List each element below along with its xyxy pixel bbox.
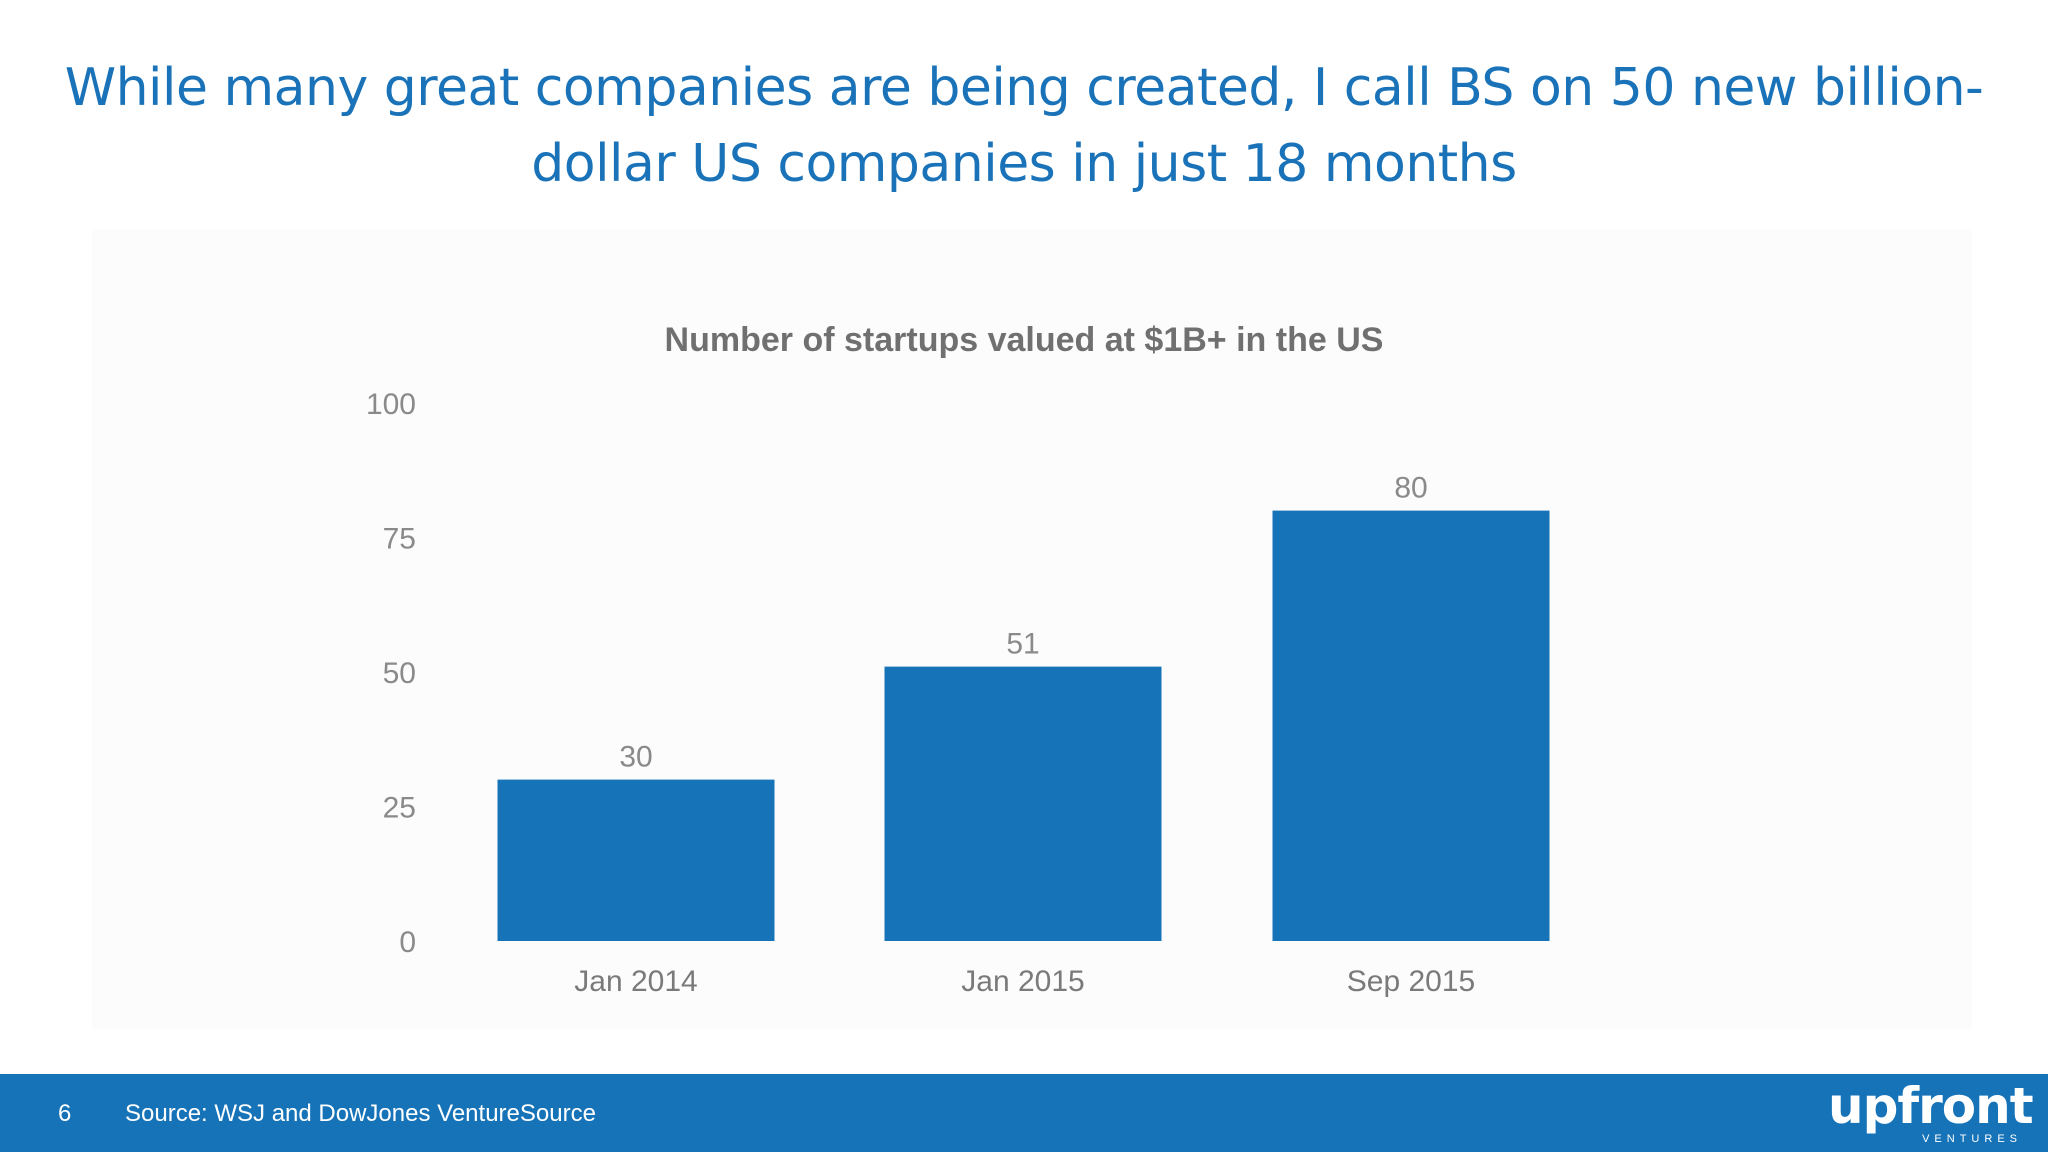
y-tick-label: 100 [366, 388, 416, 421]
y-tick-label: 75 [383, 523, 416, 556]
footer-bar: 6 Source: WSJ and DowJones VentureSource… [0, 1074, 2048, 1152]
slide-title: While many great companies are being cre… [64, 58, 1984, 194]
x-tick-label: Jan 2015 [961, 965, 1084, 998]
data-labels: 30 51 80 [619, 472, 1427, 774]
upfront-ventures-logo: upfront VENTURES [1828, 1077, 2034, 1146]
bar [1272, 510, 1550, 941]
y-tick-label: 0 [399, 926, 416, 959]
y-axis: 0 25 50 75 100 [366, 388, 416, 959]
data-label: 80 [1394, 472, 1427, 505]
bar [497, 779, 775, 941]
x-tick-label: Sep 2015 [1347, 965, 1475, 998]
page-number: 6 [58, 1100, 72, 1127]
data-label: 51 [1006, 628, 1039, 661]
logo-wordmark: upfront [1828, 1077, 2034, 1135]
y-tick-label: 25 [383, 792, 416, 825]
chart-title: Number of startups valued at $1B+ in the… [665, 321, 1384, 359]
x-tick-label: Jan 2014 [574, 965, 697, 998]
logo-subtitle: VENTURES [1922, 1133, 2022, 1145]
x-axis: Jan 2014 Jan 2015 Sep 2015 [574, 965, 1475, 998]
y-tick-label: 50 [383, 657, 416, 690]
bar [884, 666, 1162, 941]
bars [497, 510, 1550, 941]
data-label: 30 [619, 741, 652, 774]
source-note: Source: WSJ and DowJones VentureSource [125, 1100, 596, 1127]
